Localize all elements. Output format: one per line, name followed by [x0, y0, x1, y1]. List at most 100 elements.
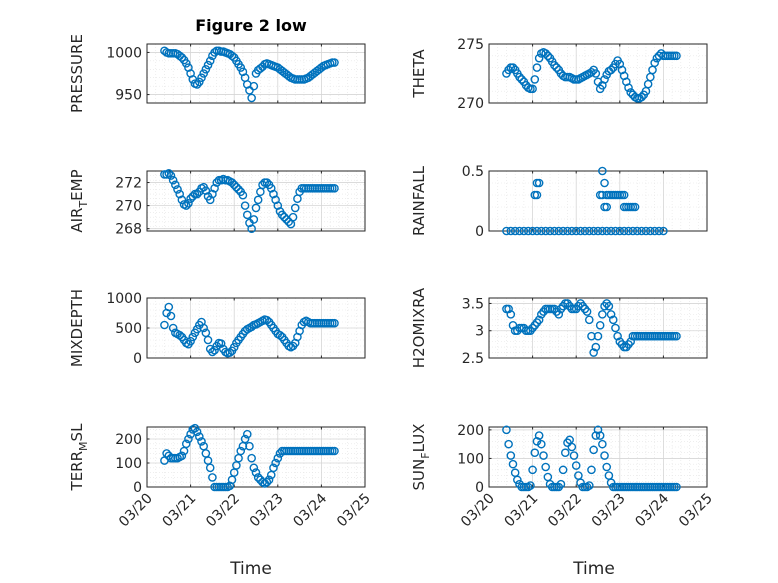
y-axis-label-main: TERR	[68, 451, 86, 492]
data-point	[606, 226, 616, 236]
data-point	[626, 337, 636, 346]
data-point	[177, 53, 187, 62]
y-tick-label: 200	[115, 432, 142, 448]
data-point	[236, 446, 246, 456]
y-axis-label: PRESSURE	[68, 34, 86, 113]
data-point	[277, 210, 287, 220]
y-axis-label-main: SUN	[410, 459, 428, 491]
data-point	[591, 431, 601, 440]
y-tick-label: 500	[115, 321, 142, 337]
data-point	[290, 203, 300, 213]
data-point	[646, 226, 655, 236]
data-point	[537, 226, 546, 236]
data-point	[600, 451, 609, 460]
data-point	[168, 323, 178, 333]
data-point	[266, 184, 276, 193]
y-axis-label: H2OMIXRA	[410, 287, 428, 368]
data-point	[197, 437, 206, 446]
data-point	[253, 473, 263, 482]
data-point	[584, 226, 594, 236]
data-point	[240, 434, 250, 444]
data-point	[595, 320, 605, 330]
data-point	[288, 212, 298, 222]
data-point	[175, 189, 184, 199]
data-point	[615, 226, 625, 236]
data-point	[558, 226, 568, 236]
x-tick-label: 03/23	[247, 491, 287, 531]
data-point	[269, 463, 278, 473]
data-point	[205, 56, 215, 66]
data-point	[510, 226, 520, 236]
plot-frame	[488, 170, 708, 232]
x-axis-label-left: Time	[229, 559, 272, 579]
data-point	[632, 226, 642, 236]
subplot-2: 270 275 THETA	[410, 37, 708, 112]
x-tick-label: 03/25	[334, 491, 374, 531]
data-point	[528, 84, 537, 94]
y-axis-label-subscript: M	[77, 441, 90, 451]
data-point	[249, 81, 259, 91]
data-point	[517, 75, 527, 84]
data-point	[236, 63, 246, 72]
plot-frame	[146, 426, 366, 488]
data-point	[534, 53, 544, 63]
data-point	[502, 226, 511, 236]
data-point	[186, 336, 195, 346]
y-tick-label: 268	[115, 222, 142, 238]
data-point	[253, 195, 263, 205]
data-point	[604, 301, 614, 311]
data-point	[602, 462, 612, 472]
data-point	[558, 465, 568, 475]
data-point	[195, 77, 204, 87]
data-point	[532, 226, 542, 236]
data-point	[164, 302, 174, 312]
y-tick-label: 100	[115, 456, 142, 472]
data-point	[606, 478, 616, 488]
y-tick-label: 1000	[106, 291, 142, 307]
data-point	[212, 178, 222, 187]
data-point	[168, 175, 178, 185]
x-tick-label: 03/21	[502, 491, 542, 531]
data-point	[654, 226, 664, 236]
data-point	[247, 453, 256, 463]
data-point	[554, 310, 564, 319]
data-point	[227, 51, 237, 61]
data-point	[534, 178, 544, 188]
data-point	[181, 201, 191, 210]
subplot-7: 0 100 200 03/20 03/21 03/22 03/23 03/24 03/25 TER…	[68, 423, 374, 530]
data-point	[184, 199, 193, 208]
data-point	[201, 64, 211, 74]
data-point	[186, 194, 195, 203]
data-point	[232, 182, 241, 192]
subplot-4: 0 0.5 RAINFALL	[410, 164, 708, 240]
data-point	[273, 453, 283, 463]
data-point	[598, 226, 607, 236]
data-point	[181, 439, 191, 449]
data-point	[245, 441, 254, 451]
data-point	[225, 348, 235, 357]
data-point	[637, 226, 646, 236]
data-point	[242, 210, 252, 220]
data-point	[184, 434, 193, 444]
data-point	[208, 473, 217, 482]
data-point	[216, 339, 226, 348]
data-point	[606, 310, 616, 319]
data-point	[571, 461, 581, 470]
x-tick-label: 03/22	[203, 491, 243, 531]
data-point	[541, 49, 550, 58]
data-point	[576, 226, 585, 236]
data-point	[160, 320, 169, 330]
data-point	[513, 475, 522, 485]
subplot-3: 268 270 272 AIRTEMP	[68, 169, 366, 238]
plot-frame	[146, 170, 366, 232]
data-point	[280, 212, 289, 222]
data-point	[561, 448, 570, 458]
x-tick-label: 03/20	[116, 491, 156, 531]
data-point	[591, 342, 601, 352]
data-point	[229, 180, 239, 190]
data-point	[247, 224, 256, 233]
data-point	[591, 69, 601, 78]
data-point	[271, 195, 280, 205]
data-point	[181, 59, 191, 68]
